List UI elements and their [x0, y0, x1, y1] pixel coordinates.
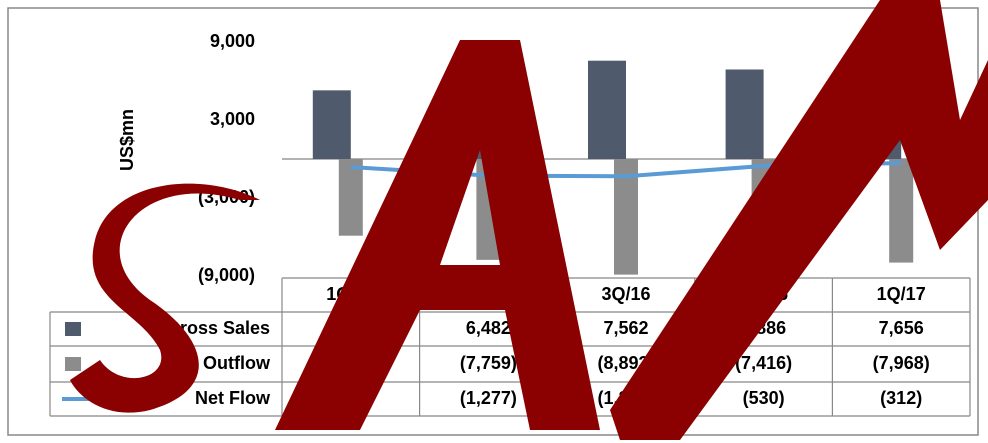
table-value: (7,759) [460, 353, 517, 373]
bar [889, 159, 914, 263]
x-tick-label: 3Q/16 [601, 284, 650, 304]
table-value: (1,277) [460, 388, 517, 408]
table-value: (312) [880, 388, 922, 408]
x-tick-label: 1Q/17 [877, 284, 926, 304]
table-value: 7,656 [879, 318, 924, 338]
legend-label: Outflow [203, 353, 271, 373]
legend-swatch [65, 357, 81, 371]
bar [725, 69, 764, 159]
bar [588, 60, 626, 159]
table-value: 6,482 [466, 318, 511, 338]
table-value: (7,416) [735, 353, 792, 373]
bar [338, 159, 363, 236]
y-tick-label: 9,000 [210, 31, 255, 51]
y-tick-label: 3,000 [210, 109, 255, 129]
y-tick-label: (9,000) [198, 265, 255, 285]
bar [312, 90, 351, 159]
legend-swatch [65, 322, 81, 336]
watermark [70, 0, 988, 440]
table-value: (530) [743, 388, 785, 408]
table-value: (7,968) [873, 353, 930, 373]
watermark-s [70, 183, 260, 413]
legend-label: Gross Sales [166, 318, 270, 338]
watermark-m [610, 0, 988, 440]
legend-label: Net Flow [195, 388, 271, 408]
watermark-a [275, 40, 600, 430]
axis-label: US$mn [117, 109, 137, 171]
table-value: 7,562 [603, 318, 648, 338]
